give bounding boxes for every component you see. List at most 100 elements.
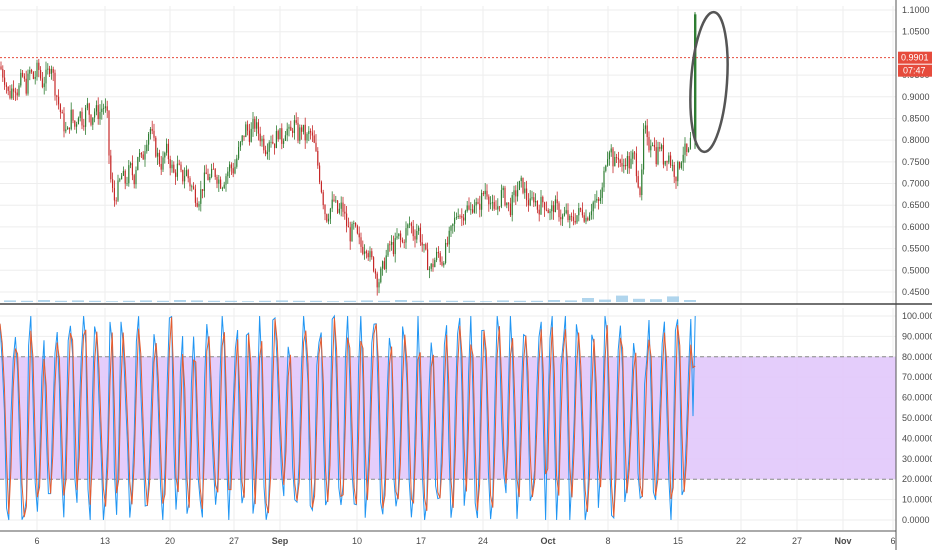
candle-body — [9, 90, 11, 99]
candle-body — [337, 200, 339, 213]
candle-body — [203, 172, 205, 191]
candle-body — [212, 168, 214, 170]
oscillator-k-line — [0, 314, 696, 521]
candle-body — [261, 138, 263, 142]
candle-body — [612, 148, 614, 167]
candle-body — [513, 190, 515, 196]
volume-bar — [242, 301, 254, 302]
candle-body — [657, 146, 659, 165]
oscillator-series — [0, 314, 696, 521]
candle-body — [122, 170, 124, 176]
candle-body — [542, 196, 544, 203]
last-price-badge: 0.9901 — [898, 51, 932, 64]
candle-body — [324, 205, 326, 215]
volume-bar — [650, 299, 662, 302]
candle-body — [106, 106, 108, 111]
candle-body — [441, 261, 443, 266]
candle-body — [218, 179, 220, 184]
candle-body — [281, 128, 283, 144]
candle-body — [34, 76, 36, 79]
candle-body — [342, 202, 344, 212]
candle-body — [209, 177, 211, 180]
volume-bar — [633, 298, 645, 302]
candle-body — [95, 105, 97, 112]
candle-body — [376, 273, 378, 288]
candle-body — [362, 246, 364, 254]
volume-bar — [140, 300, 152, 302]
candle-body — [371, 251, 373, 258]
candle-body — [29, 70, 31, 74]
candle-body — [684, 143, 686, 155]
candle-body — [356, 225, 358, 234]
candle-body — [625, 164, 627, 167]
candle-body — [688, 148, 690, 152]
candle-body — [355, 223, 357, 226]
candle-body — [131, 163, 133, 176]
candle-body — [443, 262, 445, 266]
candle-body — [77, 117, 79, 125]
y-tick-label: 1.1000 — [902, 5, 930, 15]
candle-body — [205, 172, 207, 175]
volume-bar — [276, 300, 288, 302]
candle-body — [216, 176, 218, 184]
candle-body — [522, 177, 524, 193]
candle-body — [198, 203, 200, 207]
candle-body — [286, 128, 288, 136]
candle-body — [319, 165, 321, 182]
candle-body — [608, 152, 610, 160]
candle-body — [617, 158, 619, 160]
candle-body — [128, 165, 130, 184]
candle-body — [266, 151, 268, 155]
x-tick-label: 20 — [165, 536, 175, 546]
candle-body — [173, 164, 175, 173]
candle-body — [238, 146, 240, 159]
volume-bar — [599, 299, 611, 302]
candle-body — [380, 268, 382, 283]
candle-body — [383, 261, 385, 270]
candle-body — [589, 215, 591, 221]
candle-body — [292, 130, 294, 133]
candle-body — [331, 199, 333, 209]
candle-body — [644, 125, 646, 129]
candle-body — [694, 14, 697, 141]
candle-body — [367, 253, 369, 258]
oscillator-tick-label: 80.0000 — [902, 352, 932, 362]
candle-body — [108, 110, 110, 156]
candle-body — [153, 130, 155, 138]
candle-body — [113, 187, 115, 201]
candle-body — [414, 236, 416, 240]
candle-body — [680, 162, 682, 168]
candle-body — [65, 129, 67, 132]
candle-body — [634, 152, 636, 154]
candle-body — [326, 214, 328, 222]
volume-bar — [89, 300, 101, 302]
candle-body — [162, 157, 164, 170]
candle-body — [637, 176, 639, 188]
candle-body — [68, 127, 70, 130]
volume-bar — [548, 300, 560, 302]
candle-body — [592, 202, 594, 212]
candle-body — [236, 158, 238, 167]
candle-body — [310, 130, 312, 133]
highlight-ellipse[interactable] — [686, 10, 732, 154]
candle-body — [23, 76, 25, 79]
candle-body — [545, 209, 547, 211]
candle-body — [196, 202, 198, 207]
candle-body — [628, 155, 630, 169]
candle-body — [446, 242, 448, 245]
countdown-badge-bg — [898, 64, 932, 77]
volume-bar — [106, 301, 118, 302]
candle-body — [72, 109, 74, 121]
candle-body — [445, 242, 447, 263]
candle-body — [536, 201, 538, 210]
candle-body — [157, 152, 159, 157]
candle-body — [52, 68, 54, 73]
candle-body — [659, 146, 661, 149]
candle-body — [540, 196, 542, 215]
volume-bar — [446, 300, 458, 302]
candle-body — [558, 203, 560, 218]
candle-body — [486, 190, 488, 197]
candle-body — [144, 151, 146, 160]
